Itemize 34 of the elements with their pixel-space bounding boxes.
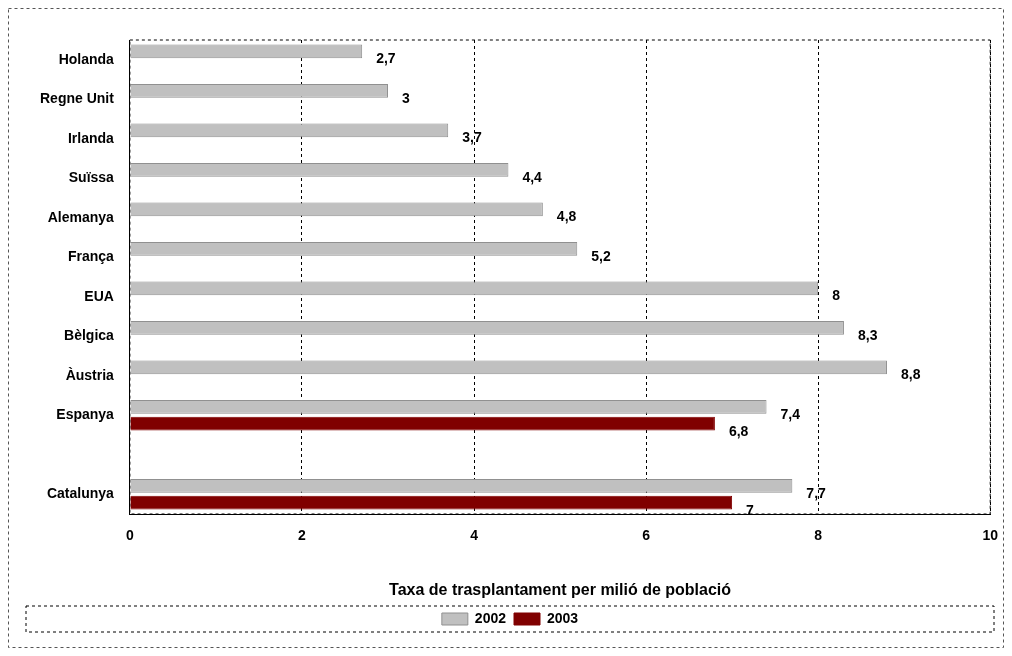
bar bbox=[130, 495, 733, 510]
data-label: 4,8 bbox=[556, 208, 577, 225]
data-label: 7,7 bbox=[806, 484, 827, 501]
legend-label: 2003 bbox=[547, 609, 579, 626]
x-axis-title: Taxa de trasplantament per milió de població bbox=[389, 580, 732, 598]
data-label: 4,4 bbox=[522, 168, 543, 185]
bar bbox=[130, 416, 715, 431]
y-tick-label: Regne Unit bbox=[40, 90, 115, 107]
data-label: 3,7 bbox=[462, 129, 482, 146]
x-tick-label: 6 bbox=[642, 527, 651, 544]
y-tick-label: Bèlgica bbox=[64, 327, 115, 344]
data-label: 7,4 bbox=[780, 405, 801, 422]
y-tick-label: EUA bbox=[84, 287, 114, 304]
data-label: 3 bbox=[401, 89, 410, 106]
y-tick-label: Holanda bbox=[58, 50, 115, 67]
y-tick-label: Àustria bbox=[65, 366, 115, 383]
y-tick-label: Suïssa bbox=[68, 169, 115, 186]
data-label: 8,8 bbox=[900, 366, 921, 383]
y-tick-label: Espanya bbox=[56, 406, 115, 423]
x-tick-label: 0 bbox=[125, 527, 134, 544]
data-label: 6,8 bbox=[728, 422, 749, 439]
data-label: 5,2 bbox=[591, 247, 611, 264]
data-label: 2,7 bbox=[376, 50, 396, 67]
data-label: 8 bbox=[832, 287, 841, 304]
y-tick-label: Catalunya bbox=[46, 485, 115, 502]
y-tick-label: Alemanya bbox=[47, 208, 115, 225]
y-tick-label: Irlanda bbox=[67, 129, 115, 146]
y-tick-label: França bbox=[67, 248, 115, 265]
legend-label: 2002 bbox=[474, 609, 507, 626]
x-tick-label: 4 bbox=[470, 527, 479, 544]
x-tick-label: 2 bbox=[298, 527, 307, 544]
x-tick-label: 10 bbox=[982, 527, 999, 544]
x-tick-label: 8 bbox=[814, 527, 823, 544]
data-label: 8,3 bbox=[857, 326, 878, 343]
